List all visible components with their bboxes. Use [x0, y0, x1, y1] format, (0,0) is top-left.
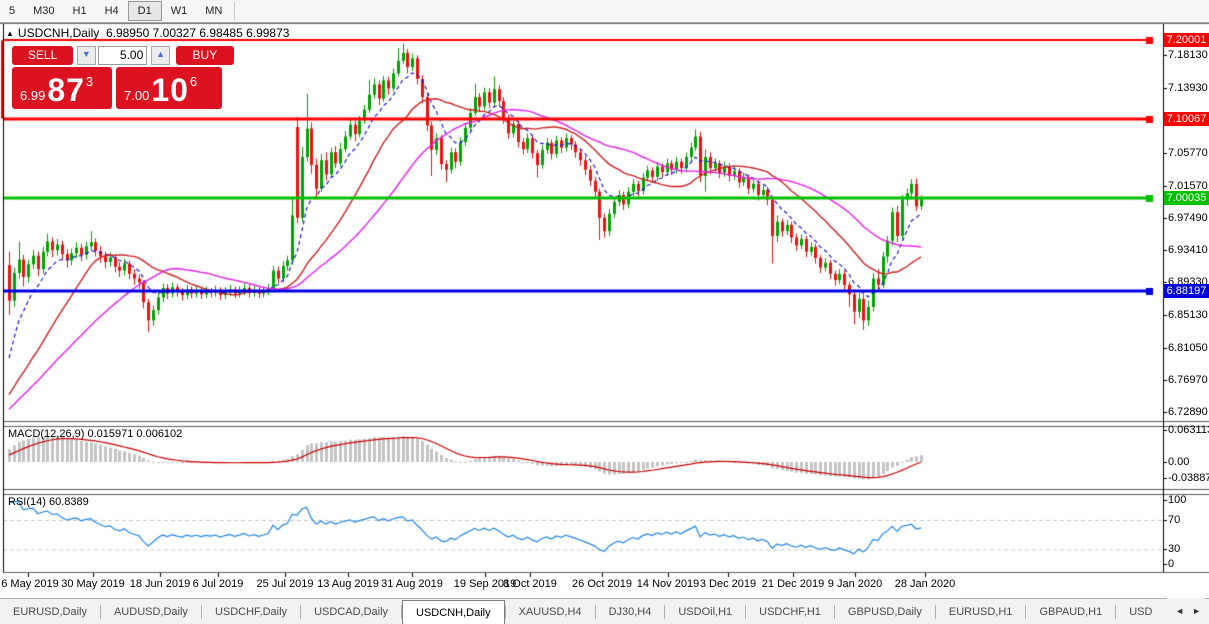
timeframe-toolbar: 5 M30 H1 H4 D1 W1 MN — [0, 0, 1209, 23]
date-tick-label: 6 May 2019 — [1, 578, 59, 590]
price-level-badge: 7.00035 — [1164, 190, 1209, 205]
date-tick-label: 6 Jul 2019 — [192, 578, 244, 590]
price-tick-label: 7.01570 — [1168, 179, 1208, 192]
tab-divider — [1115, 605, 1117, 619]
chart-tab-usd[interactable]: USD — [1129, 605, 1153, 618]
price-tick-label: 6.93410 — [1168, 244, 1208, 257]
price-level-badge: 7.20001 — [1164, 33, 1209, 48]
tab-scroll-arrows: ◄ ► — [1167, 598, 1205, 624]
volume-input[interactable]: 5.00 — [97, 46, 148, 65]
chart-tab-audusd-daily[interactable]: AUDUSD,Daily — [113, 605, 188, 618]
tab-divider — [594, 605, 596, 619]
date-tick-label: 28 Jan 2020 — [894, 578, 956, 590]
volume-increase-button[interactable]: ▲ — [151, 46, 170, 65]
chart-tab-usdcad-daily[interactable]: USDCAD,Daily — [314, 605, 389, 618]
price-tick-label: 7.05770 — [1168, 146, 1208, 159]
price-tick-label: 7.18130 — [1168, 49, 1208, 61]
timeframe-button-m30[interactable]: M30 — [33, 5, 55, 17]
buy-price-display[interactable]: 7.00 10 6 — [116, 67, 222, 109]
rsi-axis-label: 0 — [1168, 558, 1175, 570]
tab-divider — [664, 605, 666, 619]
tab-divider — [300, 605, 302, 619]
timeframe-button-5[interactable]: 5 — [9, 5, 16, 17]
chart-title: ▲ USDCNH,Daily 6.98950 7.00327 6.98485 6.… — [6, 26, 289, 40]
tab-divider — [401, 605, 403, 619]
rsi-label: RSI(14) 60.8389 — [8, 496, 89, 508]
chart-tab-eurusd-h1[interactable]: EURUSD,H1 — [948, 605, 1013, 618]
macd-axis-label: 0.063113 — [1168, 424, 1209, 436]
sell-price-big: 87 — [47, 72, 85, 108]
one-click-trading-panel: SELL ▼ 5.00 ▲ BUY 6.99 87 3 7.00 10 6 — [12, 46, 235, 109]
sell-button[interactable]: SELL — [12, 46, 74, 65]
date-tick-label: 25 Jul 2019 — [256, 578, 314, 590]
chart-tab-usdchf-h1[interactable]: USDCHF,H1 — [759, 605, 821, 618]
chart-tab-usdcnh-daily[interactable]: USDCNH,Daily — [402, 599, 505, 624]
price-tick-label: 6.76970 — [1168, 373, 1208, 386]
price-level-badge: 7.10067 — [1164, 111, 1209, 126]
tab-scroll-right-icon[interactable]: ► — [1192, 606, 1201, 616]
date-tick-label: 18 Jun 2019 — [129, 578, 191, 590]
timeframe-button-d1[interactable]: D1 — [127, 1, 162, 21]
chart-ohlc-values: 6.98950 7.00327 6.98485 6.99873 — [105, 26, 290, 40]
date-tick-label: 14 Nov 2019 — [636, 578, 700, 590]
macd-axis-label: -0.038872 — [1168, 472, 1209, 484]
date-tick-label: 31 Aug 2019 — [381, 578, 443, 590]
sell-price-display[interactable]: 6.99 87 3 — [12, 67, 112, 109]
price-level-badge: 6.88197 — [1164, 284, 1209, 299]
date-tick-label: 8 Oct 2019 — [503, 578, 557, 590]
buy-button[interactable]: BUY — [175, 46, 235, 65]
price-tick-label: 6.81050 — [1168, 341, 1208, 354]
tab-divider — [934, 605, 936, 619]
date-tick-label: 30 May 2019 — [61, 578, 125, 590]
chart-tab-usdchf-daily[interactable]: USDCHF,Daily — [214, 605, 288, 618]
buy-price-sup: 6 — [189, 74, 198, 89]
tab-divider — [200, 605, 202, 619]
chart-tab-gbpaud-h1[interactable]: GBPAUD,H1 — [1039, 605, 1103, 618]
chart-tab-gbpusd-daily[interactable]: GBPUSD,Daily — [847, 605, 922, 618]
date-tick-label: 9 Jan 2020 — [827, 578, 883, 590]
volume-decrease-button[interactable]: ▼ — [77, 46, 96, 65]
tab-divider — [99, 605, 101, 619]
chart-symbol-label: USDCNH,Daily — [17, 26, 100, 40]
price-tick-label: 6.72890 — [1168, 406, 1208, 418]
tab-scroll-left-icon[interactable]: ◄ — [1175, 606, 1185, 616]
date-tick-label: 21 Dec 2019 — [761, 578, 825, 590]
chevron-up-icon: ▲ — [156, 49, 165, 59]
date-tick-label: 3 Dec 2019 — [699, 578, 757, 590]
timeframe-button-w1[interactable]: W1 — [170, 5, 188, 17]
buy-price-small: 7.00 — [124, 88, 150, 103]
chart-tab-usdoil-h1[interactable]: USDOil,H1 — [678, 605, 733, 618]
tab-divider — [1025, 605, 1027, 619]
collapse-triangle-icon[interactable]: ▲ — [6, 29, 14, 38]
chart-tab-eurusd-daily[interactable]: EURUSD,Daily — [13, 605, 87, 618]
timeframe-button-mn[interactable]: MN — [205, 5, 223, 17]
date-tick-label: 13 Aug 2019 — [317, 578, 379, 590]
date-tick-label: 19 Sep 2019 — [453, 578, 517, 590]
toolbar-separator — [234, 2, 236, 20]
macd-axis-label: 0.00 — [1168, 456, 1190, 468]
timeframe-button-h4[interactable]: H4 — [104, 5, 119, 17]
macd-label: MACD(12,26,9) 0.015971 0.006102 — [8, 428, 183, 440]
price-tick-label: 7.13930 — [1168, 82, 1208, 95]
rsi-axis-label: 30 — [1168, 543, 1181, 555]
chart-tab-xauusd-h4[interactable]: XAUUSD,H4 — [518, 605, 582, 618]
sell-price-sup: 3 — [85, 74, 94, 89]
sell-price-small: 6.99 — [20, 88, 46, 103]
tab-divider — [504, 605, 506, 619]
rsi-axis-label: 70 — [1168, 514, 1181, 526]
date-tick-label: 26 Oct 2019 — [572, 578, 632, 590]
timeframe-button-h1[interactable]: H1 — [72, 5, 87, 17]
rsi-axis-label: 100 — [1168, 494, 1187, 506]
buy-price-big: 10 — [151, 72, 189, 108]
tab-divider — [745, 605, 747, 619]
chart-tab-dj30-h4[interactable]: DJ30,H4 — [608, 605, 652, 618]
price-tick-label: 6.85130 — [1168, 309, 1208, 322]
tab-divider — [833, 605, 835, 619]
price-tick-label: 6.97490 — [1168, 211, 1208, 224]
chart-tab-bar: EURUSD,Daily AUDUSD,Daily USDCHF,Daily USDC… — [0, 598, 1209, 624]
chevron-down-icon: ▼ — [81, 49, 91, 59]
